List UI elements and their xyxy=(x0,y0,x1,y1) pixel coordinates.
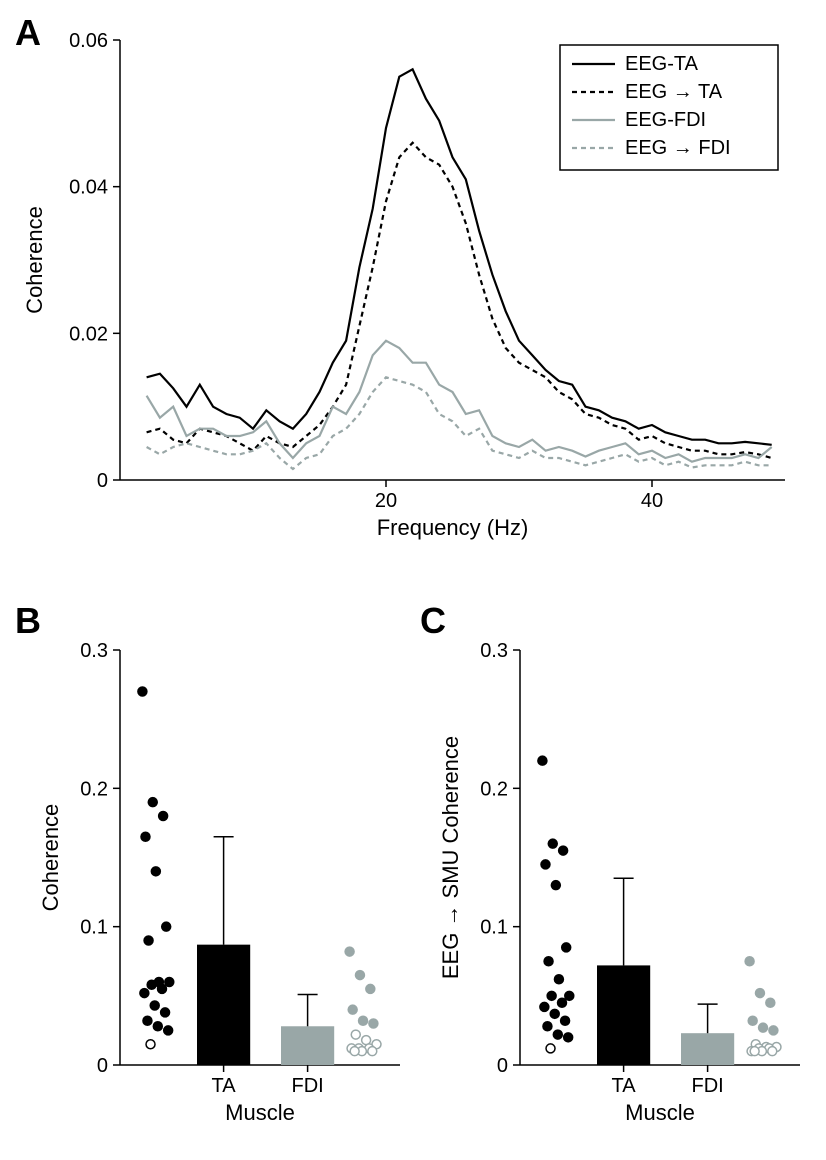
datapoint xyxy=(550,1009,559,1018)
datapoint xyxy=(546,1044,555,1053)
svg-text:EEG-FDI: EEG-FDI xyxy=(625,109,706,131)
datapoint xyxy=(558,998,567,1007)
svg-text:0: 0 xyxy=(97,470,108,492)
bar-TA xyxy=(597,965,650,1065)
datapoint xyxy=(551,881,560,890)
svg-text:EEG → SMU Coherence: EEG → SMU Coherence xyxy=(438,736,463,979)
svg-text:0.3: 0.3 xyxy=(480,640,508,662)
svg-text:Coherence: Coherence xyxy=(22,206,47,314)
datapoint xyxy=(541,860,550,869)
datapoint xyxy=(565,991,574,1000)
datapoint xyxy=(540,1002,549,1011)
datapoint xyxy=(562,943,571,952)
datapoint xyxy=(564,1033,573,1042)
datapoint xyxy=(748,1016,757,1025)
datapoint xyxy=(553,1030,562,1039)
datapoint xyxy=(561,1016,570,1025)
datapoint xyxy=(559,846,568,855)
datapoint xyxy=(768,1047,777,1056)
svg-text:0: 0 xyxy=(497,1055,508,1077)
svg-text:20: 20 xyxy=(375,490,397,512)
datapoint xyxy=(769,1026,778,1035)
svg-text:Muscle: Muscle xyxy=(625,1100,695,1125)
svg-text:0.1: 0.1 xyxy=(480,917,508,939)
figure-root: A00.020.040.062040Frequency (Hz)Coherenc… xyxy=(0,0,826,1156)
datapoint xyxy=(554,975,563,984)
bar-FDI xyxy=(681,1033,734,1065)
line-EEG→TA xyxy=(147,143,772,458)
svg-text:0.04: 0.04 xyxy=(69,177,108,199)
datapoint xyxy=(759,1023,768,1032)
svg-text:FDI: FDI xyxy=(691,1075,723,1097)
datapoint xyxy=(538,756,547,765)
datapoint xyxy=(745,957,754,966)
datapoint xyxy=(547,991,556,1000)
svg-text:EEG → TA: EEG → TA xyxy=(625,81,723,103)
svg-text:EEG → FDI: EEG → FDI xyxy=(625,137,731,159)
svg-text:Frequency (Hz): Frequency (Hz) xyxy=(377,515,529,540)
panel-A-chart: 0 0.02 0.04 0.06 20 40 Frequency (Hz) Coherence… xyxy=(0,0,826,560)
panel-C-chart: 0 0.1 0.2 0.3 EEG → SMU Coherence Muscle TA FDI xyxy=(0,600,826,1160)
svg-text:EEG-TA: EEG-TA xyxy=(625,53,699,75)
datapoint xyxy=(750,1047,759,1056)
svg-text:0.06: 0.06 xyxy=(69,30,108,52)
datapoint xyxy=(548,839,557,848)
datapoint xyxy=(755,989,764,998)
svg-text:TA: TA xyxy=(612,1075,637,1097)
svg-text:40: 40 xyxy=(641,490,663,512)
svg-text:0.2: 0.2 xyxy=(480,778,508,800)
datapoint xyxy=(543,1022,552,1031)
datapoint xyxy=(766,998,775,1007)
datapoint xyxy=(544,957,553,966)
svg-text:0.02: 0.02 xyxy=(69,323,108,345)
